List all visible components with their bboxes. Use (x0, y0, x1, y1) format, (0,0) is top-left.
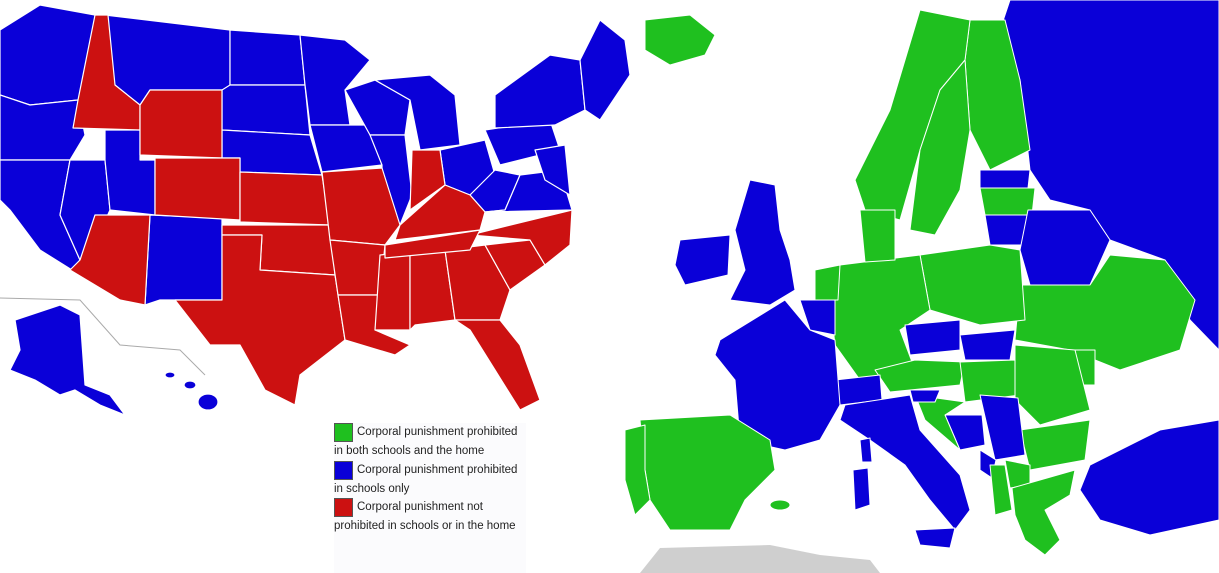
country-iceland (644, 14, 716, 66)
country-turkey (1079, 419, 1219, 536)
state-mississippi (374, 251, 411, 331)
state-kansas (239, 171, 331, 226)
state-texas (174, 234, 346, 406)
europe-map-svg (624, 0, 1219, 573)
country-romania (1014, 344, 1091, 426)
state-minnesota (299, 34, 371, 126)
map-legend: Corporal punishment prohibited in both s… (334, 423, 526, 573)
state-wisconsin (344, 79, 411, 136)
state-georgia (444, 244, 511, 321)
state-hawaii-maui (183, 380, 197, 390)
state-hawaii-main (197, 393, 219, 411)
country-belarus (1019, 209, 1111, 286)
legend-item-schools-only: Corporal punishment prohibited in school… (334, 460, 526, 499)
country-norway (854, 9, 971, 221)
state-alaska (9, 304, 126, 416)
country-france (714, 299, 841, 451)
state-missouri (321, 167, 401, 246)
canada-alaska-border-line (0, 297, 206, 376)
state-indiana (409, 149, 446, 211)
country-denmark (859, 209, 896, 263)
state-hawaii-oahu (164, 371, 176, 379)
state-arizona (69, 214, 151, 306)
state-new-york (494, 54, 586, 129)
country-albania (989, 464, 1013, 516)
country-balearic-islands (769, 499, 791, 511)
state-south-dakota (221, 84, 311, 136)
country-corsica (859, 437, 873, 463)
country-estonia (979, 169, 1031, 189)
country-spain (639, 414, 776, 531)
state-north-carolina (469, 209, 573, 266)
us-map (0, 4, 630, 416)
state-maryland-nj (534, 144, 571, 196)
country-belgium (799, 299, 836, 336)
state-arkansas (329, 239, 386, 296)
legend-swatch-not-prohibited (334, 498, 353, 517)
country-sweden (909, 59, 971, 236)
state-oregon (0, 94, 86, 161)
country-slovenia (909, 389, 941, 403)
legend-item-both: Corporal punishment prohibited in both s… (334, 423, 526, 461)
country-sardinia (852, 467, 871, 511)
country-ireland (674, 234, 731, 286)
legend-label-schools-only: Corporal punishment prohibited in school… (334, 463, 518, 495)
country-czech-republic (904, 319, 961, 356)
country-poland (919, 244, 1026, 326)
us-map-svg (0, 4, 630, 416)
legend-swatch-schools-only (334, 460, 353, 480)
state-wyoming (139, 89, 223, 159)
north-africa-strip (640, 545, 880, 573)
state-tennessee (384, 229, 481, 259)
state-new-mexico (144, 214, 223, 306)
country-latvia (979, 187, 1036, 216)
country-netherlands (814, 264, 841, 301)
country-sicily (914, 527, 956, 549)
country-greece (1011, 469, 1076, 556)
legend-item-not-prohibited: Corporal punishment not prohibited in sc… (334, 498, 526, 536)
state-colorado (154, 157, 241, 221)
country-slovakia (959, 329, 1016, 361)
legend-label-not-prohibited: Corporal punishment not prohibited in sc… (334, 501, 516, 532)
country-ukraine (1014, 254, 1196, 371)
state-florida (454, 319, 541, 411)
state-north-dakota (229, 29, 306, 86)
europe-map (620, 0, 1219, 573)
country-croatia (914, 394, 966, 451)
country-portugal (624, 424, 651, 516)
legend-label-both: Corporal punishment prohibited in both s… (334, 426, 518, 457)
legend-swatch-both (334, 423, 353, 442)
country-serbia (979, 394, 1026, 461)
state-new-england (579, 19, 630, 121)
country-bulgaria (1019, 419, 1091, 471)
country-united-kingdom (729, 179, 796, 306)
